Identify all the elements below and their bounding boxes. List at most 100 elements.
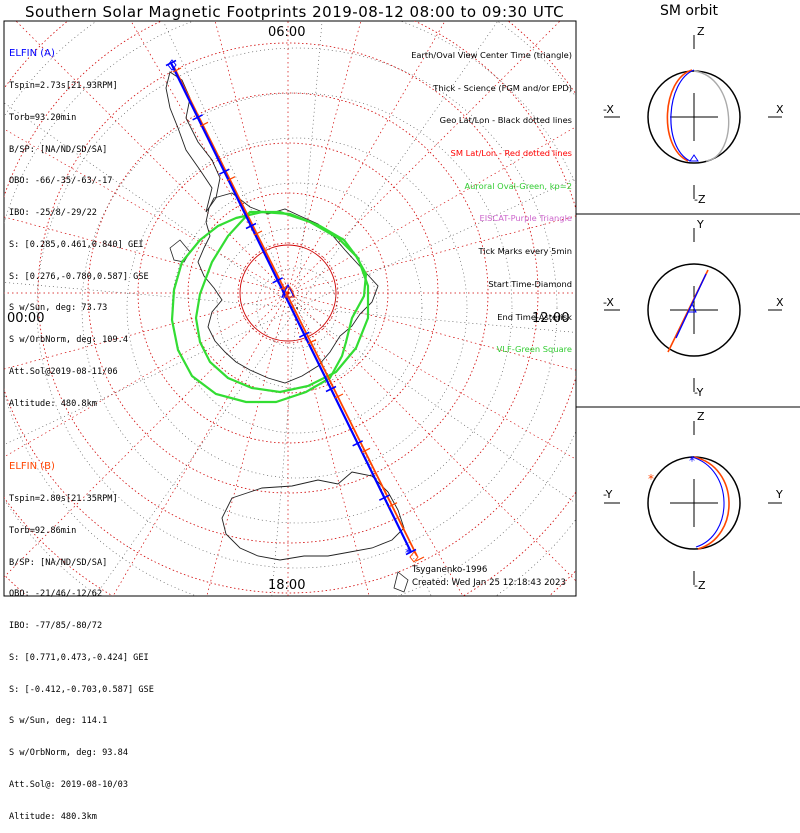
- sm-lon-line: [287, 292, 576, 460]
- sm-lat-circle: [37, 42, 539, 544]
- elfin-b-line: B/SP: [NA/ND/SD/SA]: [9, 557, 108, 568]
- elfin-a-tick: [245, 222, 257, 230]
- elfin-a-line: OBO: -66/-35/-63/-17: [9, 176, 113, 187]
- orbit-title: SM orbit: [660, 3, 719, 19]
- mlt-label-left: 00:00: [7, 311, 45, 326]
- geo-lat-circle: [81, 92, 513, 524]
- elfin-a-start-diamond: [167, 59, 177, 71]
- tracks-layer: *: [165, 59, 425, 563]
- sm-lon-line: [287, 292, 576, 371]
- sm-lon-line: [4, 216, 289, 294]
- sm-lon-line: [112, 292, 289, 596]
- mlt-label-top: 06:00: [268, 25, 306, 40]
- geo-lat-circle: [216, 227, 378, 389]
- elfin-b-tick: [388, 502, 398, 508]
- elfin-a-line: IBO: -25/8/-29/22: [9, 208, 97, 219]
- panel3-left-label: -Y: [603, 488, 613, 501]
- legend-item: SM Lat/Lon - Red dotted lines: [450, 147, 572, 158]
- elfin-a-orbit: [670, 69, 695, 162]
- sm-lon-line: [4, 292, 289, 370]
- auroral-oval-outer: [170, 210, 368, 404]
- legend-item: Thick - Science (FGM and/or EPD): [433, 82, 572, 93]
- sm-orbit-panels: **: [576, 35, 800, 585]
- elfin-b-line: Altitude: 480.3km: [9, 811, 97, 822]
- elfin-b-line: S w/Sun, deg: 114.1: [9, 716, 108, 727]
- elfin-b-line: Torb=92.86min: [9, 525, 77, 536]
- elfin-a-line: S w/Sun, deg: 73.73: [9, 303, 108, 314]
- elfin-a-tick: [352, 440, 364, 447]
- elfin-a-tick: [325, 385, 337, 393]
- sm-lon-line: [287, 21, 362, 294]
- elfin-a-line: S w/OrbNorm, deg: 109.4: [9, 335, 128, 346]
- elfin-b-line: S w/OrbNorm, deg: 93.84: [9, 748, 128, 759]
- elfin-a-tick: [272, 277, 284, 284]
- panel2-right-label: X: [776, 296, 784, 309]
- legend-item: Start Time-Diamond: [488, 278, 572, 289]
- elfin-a-tick: [378, 494, 390, 501]
- footprint-map: *: [3, 20, 577, 597]
- mlt-label-bottom: 18:00: [268, 578, 306, 593]
- sm-lon-line: [15, 21, 289, 294]
- elfin-b-orbit: [693, 456, 730, 550]
- elfin-a-line: B/SP: [NA/ND/SD/SA]: [9, 144, 108, 155]
- elfin-a-tick: [218, 168, 230, 175]
- panel2-left-label: -X: [603, 296, 614, 309]
- elfin-b-end-marker: [409, 551, 419, 563]
- sm-lat-circle: [87, 92, 489, 494]
- auroral-oval-layer: [170, 210, 370, 404]
- plot-title: Southern Solar Magnetic Footprints 2019-…: [25, 3, 565, 21]
- geo-lat-circle: [36, 47, 558, 569]
- elfin-a-tick: [405, 548, 417, 556]
- panel1-right-label: X: [776, 103, 784, 116]
- sm-inner-circle: [239, 244, 337, 342]
- grid-layer: [4, 21, 576, 596]
- elfin-b-line: Att.Sol@: 2019-08-10/03: [9, 780, 128, 790]
- elfin-a-line: Torb=93.20min: [9, 112, 77, 123]
- mlt-label-right: 12:00: [532, 311, 570, 326]
- panel3-right-label: Y: [776, 488, 783, 501]
- elfin-b-name: ELFIN (B): [9, 461, 55, 473]
- sm-lon-line: [287, 292, 370, 596]
- sm-lon-line: [4, 128, 289, 294]
- earth-circle: [647, 263, 741, 357]
- elfin-b-orbit: [666, 69, 693, 162]
- geo-lat-circle: [126, 137, 468, 479]
- panel2-bottom-label: -Y: [694, 386, 704, 399]
- view-center-triangle-b: [284, 285, 296, 298]
- elfin-a-line: S: [0.276,-0.780,0.587] GSE: [9, 271, 149, 282]
- elfin-b-line: Tspin=2.80s[21.35RPM]: [9, 493, 118, 504]
- elfin-b-tick: [199, 121, 209, 127]
- legend-item: End Time-Asterisk: [497, 311, 572, 322]
- orbit-asterisk: *: [648, 472, 654, 486]
- legend-item: Auroral Oval-Green, kp=2: [464, 180, 572, 191]
- panel1-bottom-label: -Z: [694, 193, 706, 206]
- south-america-coastline: [165, 71, 221, 213]
- sm-lon-line: [287, 215, 576, 294]
- map-frame: [3, 20, 577, 597]
- elfin-b-tick: [226, 176, 236, 182]
- elfin-b-tick: [307, 339, 317, 345]
- elfin-b-line: IBO: -77/85/-80/72: [9, 621, 103, 632]
- elfin-a-tick: [192, 114, 204, 121]
- panel3-top-label: Z: [697, 410, 705, 423]
- sm-lon-line: [214, 21, 289, 294]
- orbit-triangle: [687, 302, 697, 313]
- elfin-b-tick: [172, 67, 182, 73]
- sm-lon-line: [287, 21, 561, 294]
- elfin-b-tick: [415, 556, 425, 562]
- panel1-top-label: Z: [697, 25, 705, 38]
- elfin-a-line: Altitude: 480.8km: [9, 398, 97, 409]
- geo-lat-circle: [256, 267, 338, 349]
- elfin-a-name: ELFIN (A): [9, 48, 55, 60]
- elfin-b-tick: [253, 230, 263, 236]
- elfin-a-tick: [298, 331, 310, 338]
- elfin-b-tick: [361, 447, 371, 453]
- elfin-a-line: S: [0.285,0.461,0.840] GEI: [9, 239, 144, 250]
- island-coastline: [393, 571, 409, 593]
- legend-item: Earth/Oval View Center Time (triangle): [411, 49, 572, 60]
- sm-lon-line: [287, 21, 446, 294]
- elfin-b-info: ELFIN (B) Tspin=2.80s[21.35RPM] Torb=92.…: [9, 441, 154, 833]
- sm-lon-line: [4, 292, 289, 578]
- elfin-b-line: S: [0.771,0.473,-0.424] GEI: [9, 652, 149, 663]
- model-credit: Tsyganenko-1996: [412, 565, 488, 575]
